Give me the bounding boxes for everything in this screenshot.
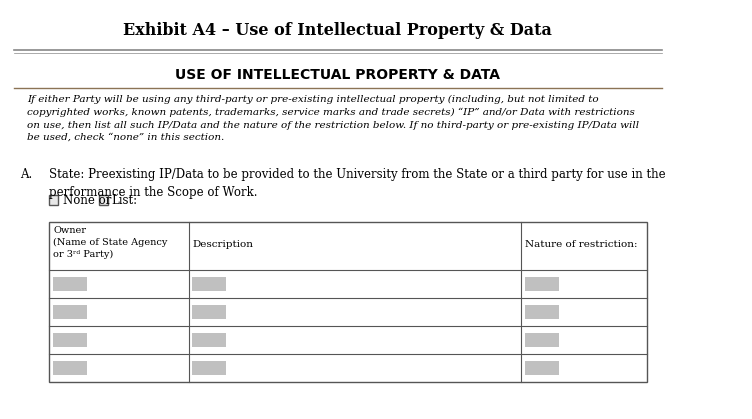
Text: Owner
(Name of State Agency
or 3ʳᵈ Party): Owner (Name of State Agency or 3ʳᵈ Party… [53,226,168,259]
Text: A.: A. [20,168,32,181]
Text: None or: None or [63,194,111,207]
Bar [525,333,559,347]
Bar [53,305,87,319]
Bar [525,361,559,375]
Bar [525,305,559,319]
Text: List:: List: [111,194,138,207]
Bar [99,195,108,205]
Bar [525,277,559,291]
Bar [50,195,59,205]
Text: State: Preexisting IP/Data to be provided to the University from the State or a : State: Preexisting IP/Data to be provide… [50,168,666,199]
Text: Nature of restriction:: Nature of restriction: [525,240,637,249]
Bar [193,305,226,319]
Bar [53,333,87,347]
Text: If either Party will be using any third-party or pre-existing intellectual prope: If either Party will be using any third-… [27,95,639,142]
Text: USE OF INTELLECTUAL PROPERTY & DATA: USE OF INTELLECTUAL PROPERTY & DATA [175,68,500,82]
Bar [193,361,226,375]
Text: Description: Description [193,240,253,249]
Bar [53,277,87,291]
Bar [50,222,647,382]
Bar [193,333,226,347]
Bar [53,361,87,375]
Text: Exhibit A4 – Use of Intellectual Property & Data: Exhibit A4 – Use of Intellectual Propert… [123,22,552,39]
Bar [193,277,226,291]
